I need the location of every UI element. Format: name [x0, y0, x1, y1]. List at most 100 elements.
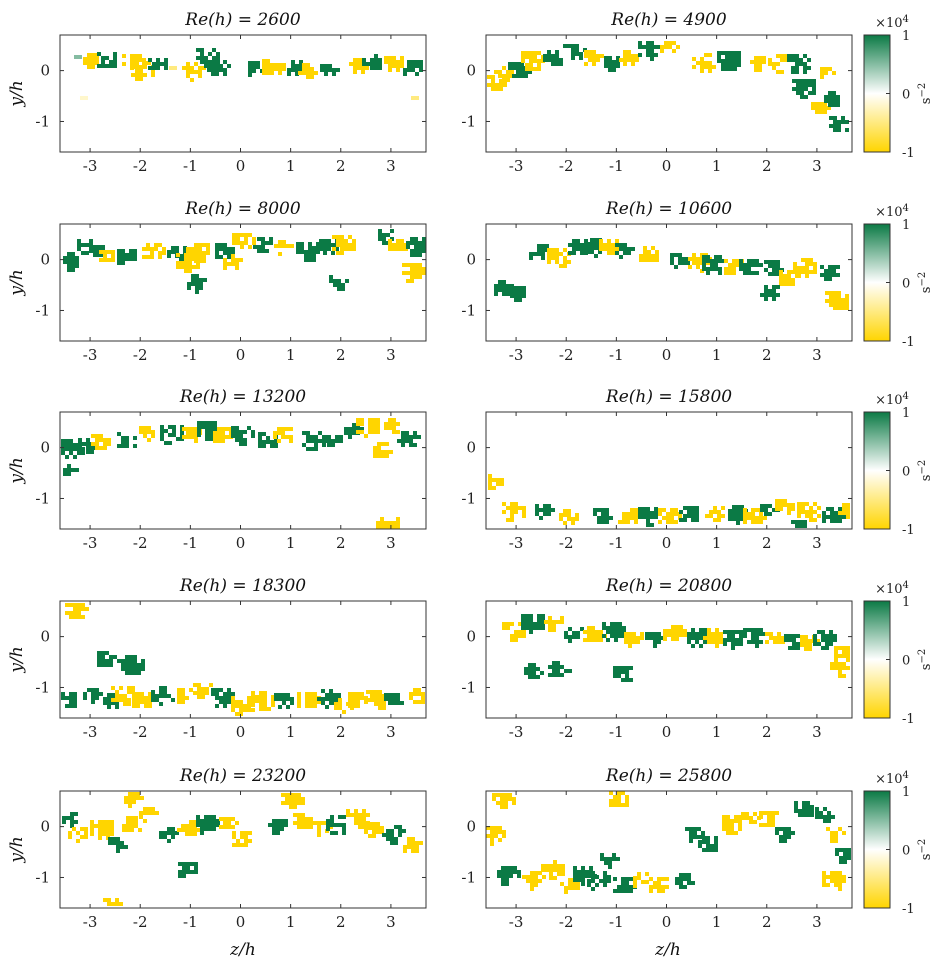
vortex-cell [299, 68, 303, 72]
vortex-cell [575, 48, 579, 52]
vortex-cell [615, 247, 619, 251]
vortex-cell [414, 249, 418, 253]
vortex-cell [262, 440, 266, 444]
vortex-cell [524, 671, 528, 675]
vortex-blob [262, 59, 286, 75]
vortex-cell [836, 95, 840, 99]
vortex-cell [729, 55, 733, 59]
vortex-cell [97, 663, 101, 667]
vortex-cell [265, 241, 269, 245]
vortex-cell [617, 791, 621, 795]
vortex-cell [699, 632, 703, 636]
vortex-cell [119, 902, 123, 906]
vortex-cell [287, 72, 291, 76]
vortex-cell [396, 693, 400, 697]
vortex-cell [141, 659, 145, 663]
vortex-cell [101, 60, 105, 64]
vortex-blob [186, 243, 210, 263]
vortex-cell [822, 511, 826, 515]
vortex-cell [296, 246, 300, 250]
vortex-cell [124, 796, 128, 800]
vortex-cell [547, 252, 551, 256]
vortex-cell [553, 864, 557, 868]
vortex-cell [130, 828, 134, 832]
vortex-cell [61, 692, 65, 696]
vortex-cell [282, 67, 286, 71]
vortex-cell [751, 632, 755, 636]
vortex-cell [401, 431, 405, 435]
vortex-cell [269, 241, 273, 245]
vortex-cell [285, 797, 289, 801]
vortex-cell [839, 860, 843, 864]
vortex-cell [764, 289, 768, 293]
vortex-cell [194, 431, 198, 435]
vortex-cell [376, 525, 380, 529]
vortex-cell [330, 823, 334, 827]
vortex-cell [675, 625, 679, 629]
vortex-cell [738, 823, 742, 827]
vortex-cell [143, 73, 147, 77]
vortex-cell [189, 688, 193, 692]
vortex-cell [316, 242, 320, 246]
vortex-cell [388, 60, 392, 64]
vortex-cell [139, 815, 143, 819]
vortex-cell [156, 62, 160, 66]
vortex-cell [838, 662, 842, 666]
vortex-cell [326, 827, 330, 831]
vortex-cell [215, 255, 219, 259]
vortex-cell [352, 700, 356, 704]
vortex-cell [195, 282, 199, 286]
vortex-cell [800, 79, 804, 83]
vortex-cell [619, 243, 623, 247]
vortex-blob [820, 265, 840, 281]
vortex-cell [725, 67, 729, 71]
vortex-cell [553, 876, 557, 880]
vortex-cell [219, 817, 223, 821]
vortex-cell [143, 811, 147, 815]
vortex-cell [205, 429, 209, 433]
vortex-cell [231, 434, 235, 438]
vortex-cell [530, 875, 534, 879]
vortex-cell [704, 65, 708, 69]
vortex-cell [191, 282, 195, 286]
vortex-cell [492, 486, 496, 490]
vortex-cell [338, 706, 342, 710]
vortex-cell [84, 96, 88, 100]
vortex-cell [650, 523, 654, 527]
vortex-cell [638, 511, 642, 515]
vortex-cell [325, 697, 329, 701]
vortex-cell [494, 834, 498, 838]
vortex-cell [624, 632, 628, 636]
vortex-cell [768, 289, 772, 293]
vortex-cell [117, 249, 121, 253]
vortex-cell [223, 262, 227, 266]
vortex-cell [728, 517, 732, 521]
vortex-cell [385, 442, 389, 446]
vortex-cell [842, 674, 846, 678]
vortex-cell [498, 288, 502, 292]
vortex-blob [717, 51, 741, 71]
vortex-cell [75, 264, 79, 268]
vortex-cell [66, 816, 70, 820]
vortex-cell [825, 638, 829, 642]
vortex-cell [498, 74, 502, 78]
vortex-cell [653, 632, 657, 636]
x-tick-label: 0 [236, 534, 246, 552]
vortex-cell [646, 519, 650, 523]
vortex-cell [732, 271, 736, 275]
vortex-cell [614, 634, 618, 638]
vortex-cell [646, 53, 650, 57]
vortex-cell [132, 796, 136, 800]
vortex-cell [764, 293, 768, 297]
vortex-cell [336, 239, 340, 243]
vortex-cell [190, 427, 194, 431]
vortex-cell [213, 425, 217, 429]
vortex-cell [828, 277, 832, 281]
vortex-cell [338, 698, 342, 702]
vortex-blob [787, 54, 811, 74]
vortex-cell [252, 241, 256, 245]
vortex-cell [589, 866, 593, 870]
vortex-cell [607, 243, 611, 247]
vortex-cell [239, 700, 243, 704]
vortex-cell [200, 52, 204, 56]
